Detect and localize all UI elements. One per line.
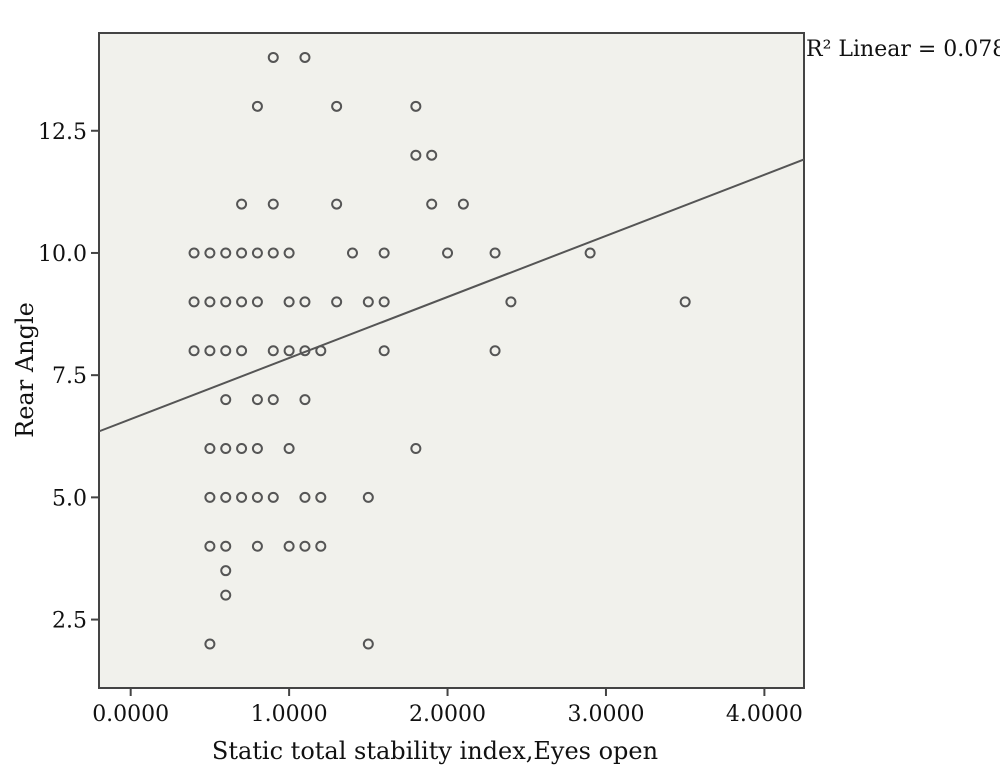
y-tick-label: 12.5 <box>38 120 87 145</box>
y-tick-label: 5.0 <box>52 486 87 511</box>
data-point <box>236 296 248 308</box>
data-point <box>362 638 374 650</box>
data-point <box>267 198 279 210</box>
data-point <box>315 540 327 552</box>
data-point <box>220 540 232 552</box>
data-point <box>378 296 390 308</box>
x-tick-label: 3.0000 <box>567 702 644 727</box>
data-point <box>220 247 232 259</box>
data-point <box>188 345 200 357</box>
data-point <box>362 296 374 308</box>
x-axis: 0.0000 1.0000 2.0000 3.0000 4.0000 <box>92 688 803 727</box>
data-point <box>457 198 469 210</box>
data-point <box>251 491 263 503</box>
data-point <box>188 296 200 308</box>
data-point <box>204 491 216 503</box>
data-point <box>267 491 279 503</box>
data-point <box>251 296 263 308</box>
data-point <box>204 247 216 259</box>
data-point <box>267 247 279 259</box>
x-tick-label: 1.0000 <box>251 702 328 727</box>
data-point <box>410 149 422 161</box>
data-point <box>188 247 200 259</box>
data-point <box>489 247 501 259</box>
x-tick-label: 0.0000 <box>92 702 169 727</box>
data-point <box>204 540 216 552</box>
data-point <box>331 198 343 210</box>
data-point <box>679 296 691 308</box>
data-point <box>236 491 248 503</box>
data-point <box>299 394 311 406</box>
data-point <box>251 442 263 454</box>
y-tick-label: 2.5 <box>52 609 87 634</box>
plot-area <box>98 32 805 689</box>
y-tick-label: 7.5 <box>52 364 87 389</box>
data-point <box>220 394 232 406</box>
data-point <box>346 247 358 259</box>
data-point <box>204 638 216 650</box>
x-tick-label: 4.0000 <box>726 702 803 727</box>
data-point <box>204 442 216 454</box>
data-point <box>220 345 232 357</box>
y-axis: 2.5 5.0 7.5 10.0 12.5 <box>38 120 99 634</box>
data-point <box>378 345 390 357</box>
data-point <box>283 247 295 259</box>
data-point <box>283 345 295 357</box>
y-axis-title: Rear Angle <box>11 302 39 438</box>
data-points <box>188 51 691 650</box>
data-point <box>204 345 216 357</box>
data-point <box>220 296 232 308</box>
data-point <box>299 296 311 308</box>
data-point <box>505 296 517 308</box>
data-point <box>584 247 596 259</box>
data-point <box>220 442 232 454</box>
data-point <box>442 247 454 259</box>
data-point <box>267 394 279 406</box>
data-point <box>220 491 232 503</box>
data-point <box>378 247 390 259</box>
data-point <box>315 491 327 503</box>
x-axis-title: Static total stability index,Eyes open <box>212 737 658 765</box>
data-point <box>251 394 263 406</box>
data-point <box>283 442 295 454</box>
data-point <box>283 296 295 308</box>
data-point <box>220 589 232 601</box>
data-point <box>251 247 263 259</box>
data-point <box>283 540 295 552</box>
data-point <box>299 540 311 552</box>
data-point <box>236 442 248 454</box>
data-point <box>426 198 438 210</box>
fit-line <box>98 158 805 433</box>
data-point <box>489 345 501 357</box>
data-point <box>236 247 248 259</box>
data-point <box>236 345 248 357</box>
data-point <box>251 540 263 552</box>
data-point <box>267 51 279 63</box>
data-point <box>267 345 279 357</box>
data-point <box>220 565 232 577</box>
data-point <box>331 100 343 112</box>
data-point <box>299 491 311 503</box>
data-point <box>410 442 422 454</box>
y-tick-label: 10.0 <box>38 242 87 267</box>
data-point <box>236 198 248 210</box>
r2-label: R² Linear = 0.078 <box>806 37 1000 62</box>
data-point <box>426 149 438 161</box>
data-point <box>251 100 263 112</box>
data-point <box>331 296 343 308</box>
data-point <box>204 296 216 308</box>
data-point <box>362 491 374 503</box>
data-point <box>410 100 422 112</box>
x-tick-label: 2.0000 <box>409 702 486 727</box>
data-point <box>299 51 311 63</box>
